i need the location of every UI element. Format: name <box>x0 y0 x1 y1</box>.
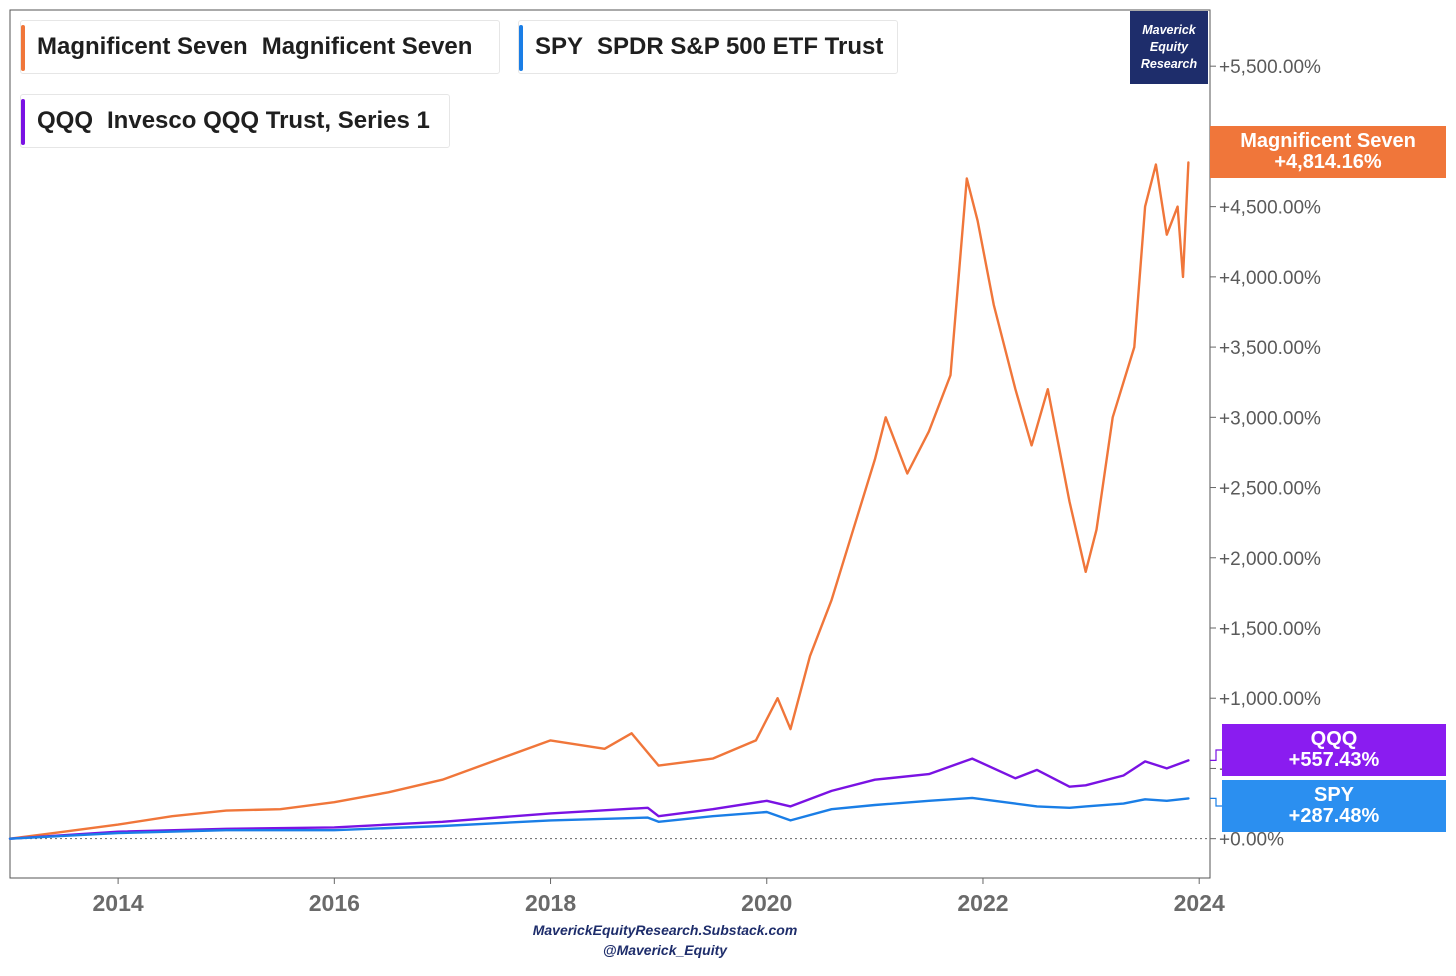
brand-logo: Maverick Equity Research <box>1130 11 1208 84</box>
tag-label: Magnificent Seven <box>1240 130 1416 152</box>
x-tick-label: 2014 <box>93 890 144 916</box>
legend-symbol: SPY <box>535 33 584 60</box>
legend-item-spy[interactable]: SPY SPDR S&P 500 ETF Trust <box>518 20 898 74</box>
value-tag-qqq: QQQ +557.43% <box>1222 724 1446 776</box>
x-tick-label: 2022 <box>957 890 1008 916</box>
brand-line-1: Maverick <box>1142 23 1196 37</box>
y-tick-label: +1,000.00% <box>1219 689 1321 710</box>
y-tick-label: +0.00% <box>1219 830 1284 851</box>
tag-connectors <box>1210 749 1222 807</box>
y-tick-label: +3,500.00% <box>1219 338 1321 359</box>
legend-name: Magnificent Seven <box>261 33 473 60</box>
y-tick-label: +4,000.00% <box>1219 268 1321 289</box>
brand-line-3: Research <box>1140 57 1198 71</box>
tag-value: +557.43% <box>1288 749 1380 771</box>
legend-name: Invesco QQQ Trust, Series 1 <box>107 107 430 134</box>
y-tick-label: +4,500.00% <box>1219 198 1321 219</box>
series-line-magnificent-seven <box>8 161 1190 840</box>
legend-color-bar <box>519 25 523 71</box>
y-tick-label: +5,500.00% <box>1219 57 1321 78</box>
brand-line-2: Equity <box>1149 40 1189 54</box>
tag-connector-qqq <box>1210 749 1222 762</box>
x-tick-label: 2020 <box>741 890 792 916</box>
legend-name: SPDR S&P 500 ETF Trust <box>597 33 884 60</box>
legend-symbol: Magnificent Seven <box>37 33 248 60</box>
x-tick-label: 2024 <box>1174 890 1225 916</box>
footer-website: MaverickEquityResearch.Substack.com <box>532 922 798 938</box>
y-tick-label: +3,000.00% <box>1219 408 1321 429</box>
legend-symbol: QQQ <box>37 107 94 134</box>
tag-connector-spy <box>1210 797 1222 807</box>
x-axis: 2014 2016 2018 2020 2022 2024 <box>93 878 1225 916</box>
tag-label: SPY <box>1313 784 1355 806</box>
legend-item-magnificent-seven[interactable]: Magnificent Seven Magnificent Seven <box>20 20 500 74</box>
tag-label: QQQ <box>1310 728 1358 750</box>
tag-value: +4,814.16% <box>1274 151 1382 173</box>
series-line-spy <box>8 796 1190 840</box>
tag-value: +287.48% <box>1288 805 1380 827</box>
value-tag-magnificent-seven: Magnificent Seven +4,814.16% <box>1210 126 1446 178</box>
x-tick-label: 2016 <box>309 890 360 916</box>
y-tick-label: +1,500.00% <box>1219 619 1321 640</box>
footer-handle: @Maverick_Equity <box>602 942 728 958</box>
x-tick-label: 2018 <box>525 890 576 916</box>
series-line-qqq <box>8 757 1190 840</box>
legend-item-qqq[interactable]: QQQ Invesco QQQ Trust, Series 1 <box>20 94 450 148</box>
plot-frame <box>9 9 1211 879</box>
y-tick-label: +2,000.00% <box>1219 549 1321 570</box>
legend-color-bar <box>21 25 25 71</box>
series-layer <box>8 161 1190 840</box>
y-tick-label: +2,500.00% <box>1219 479 1321 500</box>
value-tag-spy: SPY +287.48% <box>1222 780 1446 832</box>
legend-color-bar <box>21 99 25 145</box>
